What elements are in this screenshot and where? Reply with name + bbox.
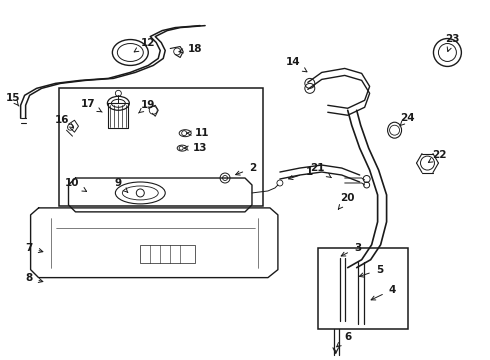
Text: 6: 6 — [337, 332, 351, 347]
Text: 21: 21 — [311, 163, 331, 178]
Text: 10: 10 — [65, 178, 87, 192]
Text: 8: 8 — [25, 273, 43, 283]
Text: 18: 18 — [179, 44, 202, 54]
Text: 14: 14 — [286, 58, 307, 72]
Text: 11: 11 — [187, 128, 209, 138]
Text: 15: 15 — [5, 93, 20, 106]
Text: 22: 22 — [428, 150, 447, 162]
Text: 4: 4 — [371, 284, 396, 300]
Text: 12: 12 — [134, 37, 155, 52]
Text: 17: 17 — [81, 99, 102, 112]
Text: 2: 2 — [236, 163, 257, 175]
Text: 1: 1 — [289, 167, 314, 180]
Text: 19: 19 — [139, 100, 155, 113]
Text: 5: 5 — [359, 265, 383, 277]
Text: 9: 9 — [115, 178, 128, 192]
Text: 16: 16 — [55, 115, 74, 127]
Text: 3: 3 — [341, 243, 361, 256]
Text: 13: 13 — [184, 143, 207, 153]
Bar — [318, 248, 408, 329]
Bar — [140, 245, 195, 263]
Text: 23: 23 — [445, 33, 460, 51]
Text: 24: 24 — [400, 113, 415, 126]
Text: 7: 7 — [25, 243, 43, 253]
Text: 20: 20 — [338, 193, 355, 209]
Bar — [58, 88, 263, 206]
